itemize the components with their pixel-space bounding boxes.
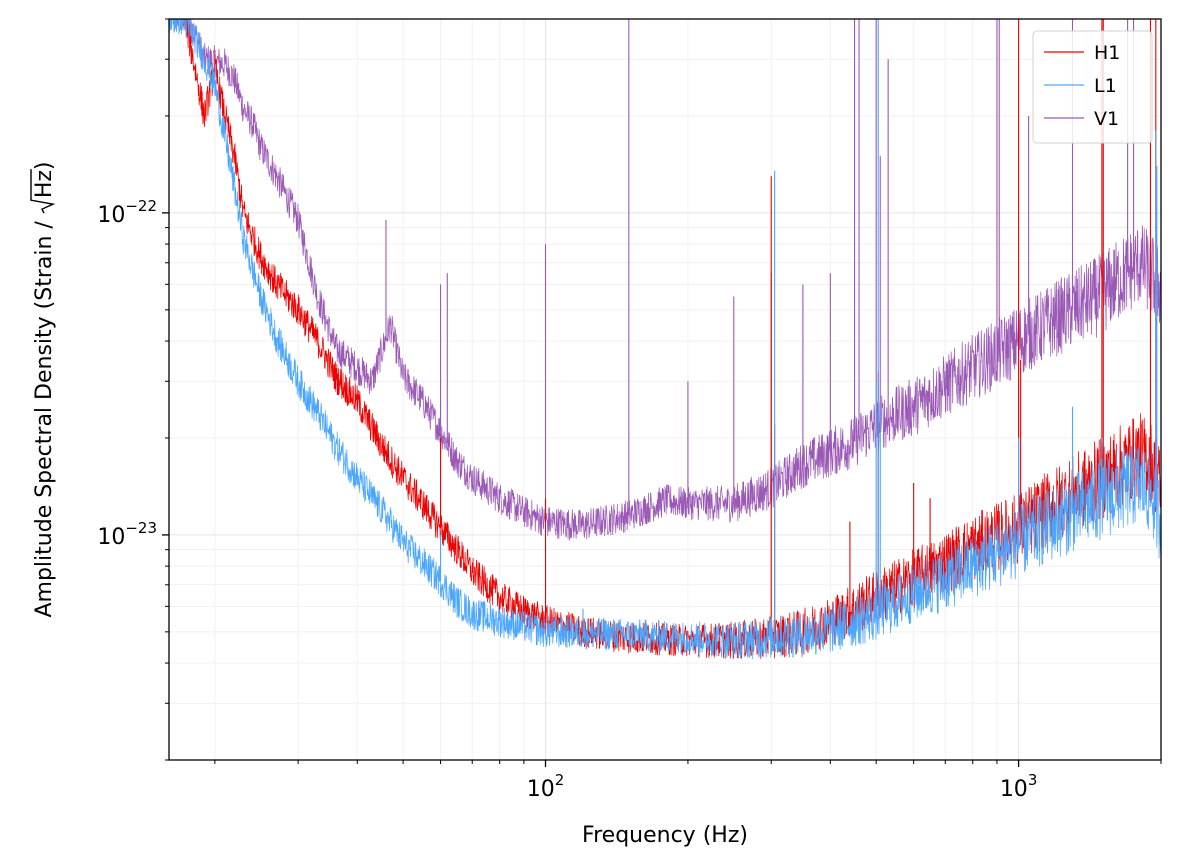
- series-line-h1: [182, 19, 1161, 659]
- x-tick-label: 102: [527, 771, 565, 802]
- y-tick-label: 10−22: [97, 197, 157, 228]
- legend-label-l1: L1: [1094, 75, 1117, 97]
- y-axis-label: Amplitude Spectral Density (Strain / Hz): [30, 161, 57, 618]
- series-layer: [169, 19, 1161, 660]
- svg-text:Amplitude Spectral Density (St: Amplitude Spectral Density (Strain / Hz): [32, 161, 57, 617]
- radical-sign-icon: [30, 169, 56, 214]
- legend-label-v1: V1: [1094, 108, 1119, 130]
- y-axis-label-radicand: Hz: [32, 170, 57, 198]
- legend-label-h1: H1: [1094, 42, 1120, 64]
- y-axis-label-prefix: Amplitude Spectral Density (Strain /: [32, 214, 57, 617]
- y-axis-label-suffix: ): [32, 161, 57, 170]
- series-line-l1: [169, 19, 1161, 660]
- legend-box: [1032, 30, 1153, 144]
- x-axis-label: Frequency (Hz): [582, 823, 748, 848]
- x-tick-label: 103: [1000, 771, 1038, 802]
- y-tick-label: 10−23: [97, 519, 157, 550]
- plot-frame: [168, 18, 1162, 761]
- series-line-v1: [169, 19, 1161, 541]
- ticks-layer: 102 103 10−23 10−22: [97, 18, 1162, 802]
- legend: H1 L1 V1: [1032, 30, 1153, 144]
